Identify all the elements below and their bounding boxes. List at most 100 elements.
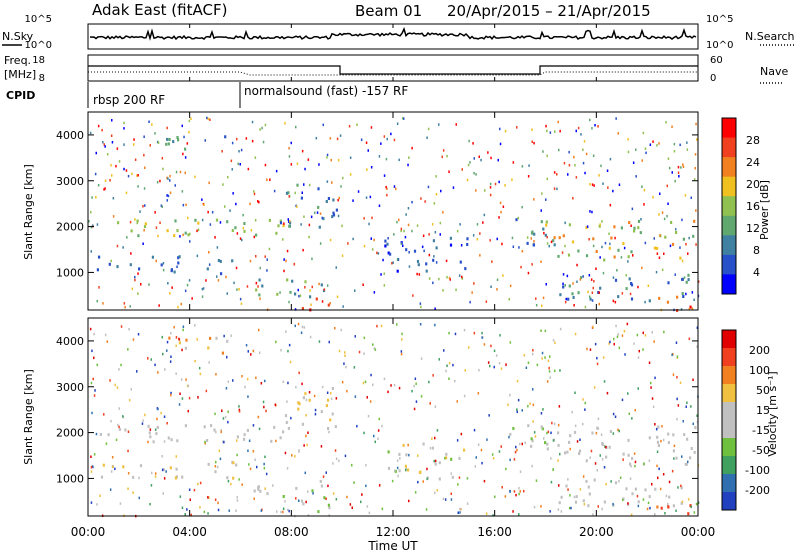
noise-cell — [546, 380, 549, 383]
noise-cell — [531, 263, 533, 266]
noise-cell — [449, 278, 451, 281]
echo-cell — [630, 282, 633, 285]
noise-cell — [196, 338, 198, 341]
echo-cell — [627, 438, 630, 442]
noise-cell — [654, 513, 656, 516]
noise-cell — [125, 191, 128, 195]
noise-cell — [671, 171, 673, 174]
echo-cell — [671, 242, 675, 246]
noise-cell — [627, 260, 629, 263]
noise-cell — [434, 491, 436, 495]
noise-cell — [660, 439, 662, 443]
noise-cell — [312, 492, 314, 495]
echo-cell — [422, 442, 425, 446]
noise-cell — [188, 488, 191, 491]
noise-cell — [501, 242, 503, 246]
noise-cell — [304, 471, 306, 475]
echo-cell — [207, 346, 210, 350]
noise-cell — [511, 236, 514, 240]
noise-cell — [444, 457, 446, 460]
echo-cell — [176, 229, 179, 233]
noise-cell — [582, 398, 584, 401]
echo-cell — [593, 478, 596, 482]
noise-cell — [285, 259, 287, 263]
noise-cell — [668, 480, 671, 484]
noise-cell — [516, 448, 518, 452]
echo-cell — [545, 223, 548, 227]
noise-cell — [272, 484, 274, 487]
echo-cell — [288, 224, 291, 228]
noise-cell — [91, 411, 93, 415]
noise-cell — [370, 126, 373, 129]
noise-cell — [303, 444, 305, 447]
noise-cell — [617, 333, 619, 336]
noise-cell — [557, 423, 560, 427]
noise-cell — [208, 263, 211, 266]
noise-cell — [494, 182, 497, 186]
noise-cell — [673, 444, 676, 448]
noise-cell — [91, 349, 93, 353]
date-range: 20/Apr/2015 – 21/Apr/2015 — [447, 2, 651, 20]
noise-cell — [387, 237, 389, 240]
noise-cell — [189, 498, 191, 501]
noise-cell — [301, 382, 303, 386]
noise-cell — [258, 200, 260, 204]
noise-cell — [248, 439, 251, 442]
echo-cell — [98, 255, 101, 259]
noise-cell — [671, 469, 674, 473]
noise-cell — [552, 439, 555, 442]
noise-cell — [696, 345, 698, 348]
noise-cell — [592, 325, 594, 329]
noise-cell — [363, 244, 366, 248]
noise-cell — [559, 129, 561, 133]
echo-cell — [279, 219, 282, 223]
noise-cell — [632, 254, 634, 257]
noise-cell — [531, 352, 534, 356]
noise-cell — [633, 452, 636, 455]
noise-cell — [408, 156, 410, 159]
noise-cell — [461, 277, 464, 280]
noise-cell — [457, 511, 459, 514]
noise-cell — [132, 491, 134, 494]
echo-cell — [214, 470, 217, 474]
echo-cell — [394, 469, 397, 473]
noise-cell — [587, 290, 589, 294]
noise-cell — [473, 172, 475, 175]
noise-cell — [326, 153, 329, 157]
colorbar-swatch — [722, 254, 736, 275]
noise-cell — [693, 178, 696, 181]
noise-cell — [471, 291, 473, 294]
noise-cell — [541, 357, 543, 360]
noise-cell — [247, 167, 250, 171]
noise-cell — [450, 498, 453, 501]
echo-cell — [667, 281, 670, 285]
noise-cell — [436, 489, 439, 492]
noise-cell — [167, 194, 170, 198]
noise-cell — [579, 488, 582, 491]
echo-cell — [170, 269, 173, 273]
noise-cell — [519, 442, 521, 446]
noise-cell — [205, 389, 208, 393]
noise-cell — [495, 354, 498, 357]
noise-cell — [257, 415, 260, 419]
noise-cell — [184, 513, 186, 516]
noise-cell — [605, 445, 607, 449]
noise-cell — [596, 362, 599, 366]
noise-cell — [194, 175, 196, 179]
noise-cell — [632, 161, 635, 164]
echo-cell — [197, 221, 200, 225]
noise-cell — [467, 163, 470, 167]
echo-cell — [628, 221, 631, 224]
noise-cell — [246, 377, 249, 381]
noise-cell — [491, 260, 493, 263]
noise-cell — [118, 160, 121, 163]
noise-cell — [579, 278, 582, 281]
noise-cell — [458, 274, 461, 277]
noise-cell — [446, 276, 448, 279]
echo-cell — [654, 487, 657, 491]
echo-cell — [562, 234, 565, 238]
colorbar-swatch — [722, 456, 736, 475]
y-tick-label: 3000 — [56, 175, 84, 188]
noise-cell — [564, 221, 566, 225]
noise-cell — [197, 228, 200, 231]
